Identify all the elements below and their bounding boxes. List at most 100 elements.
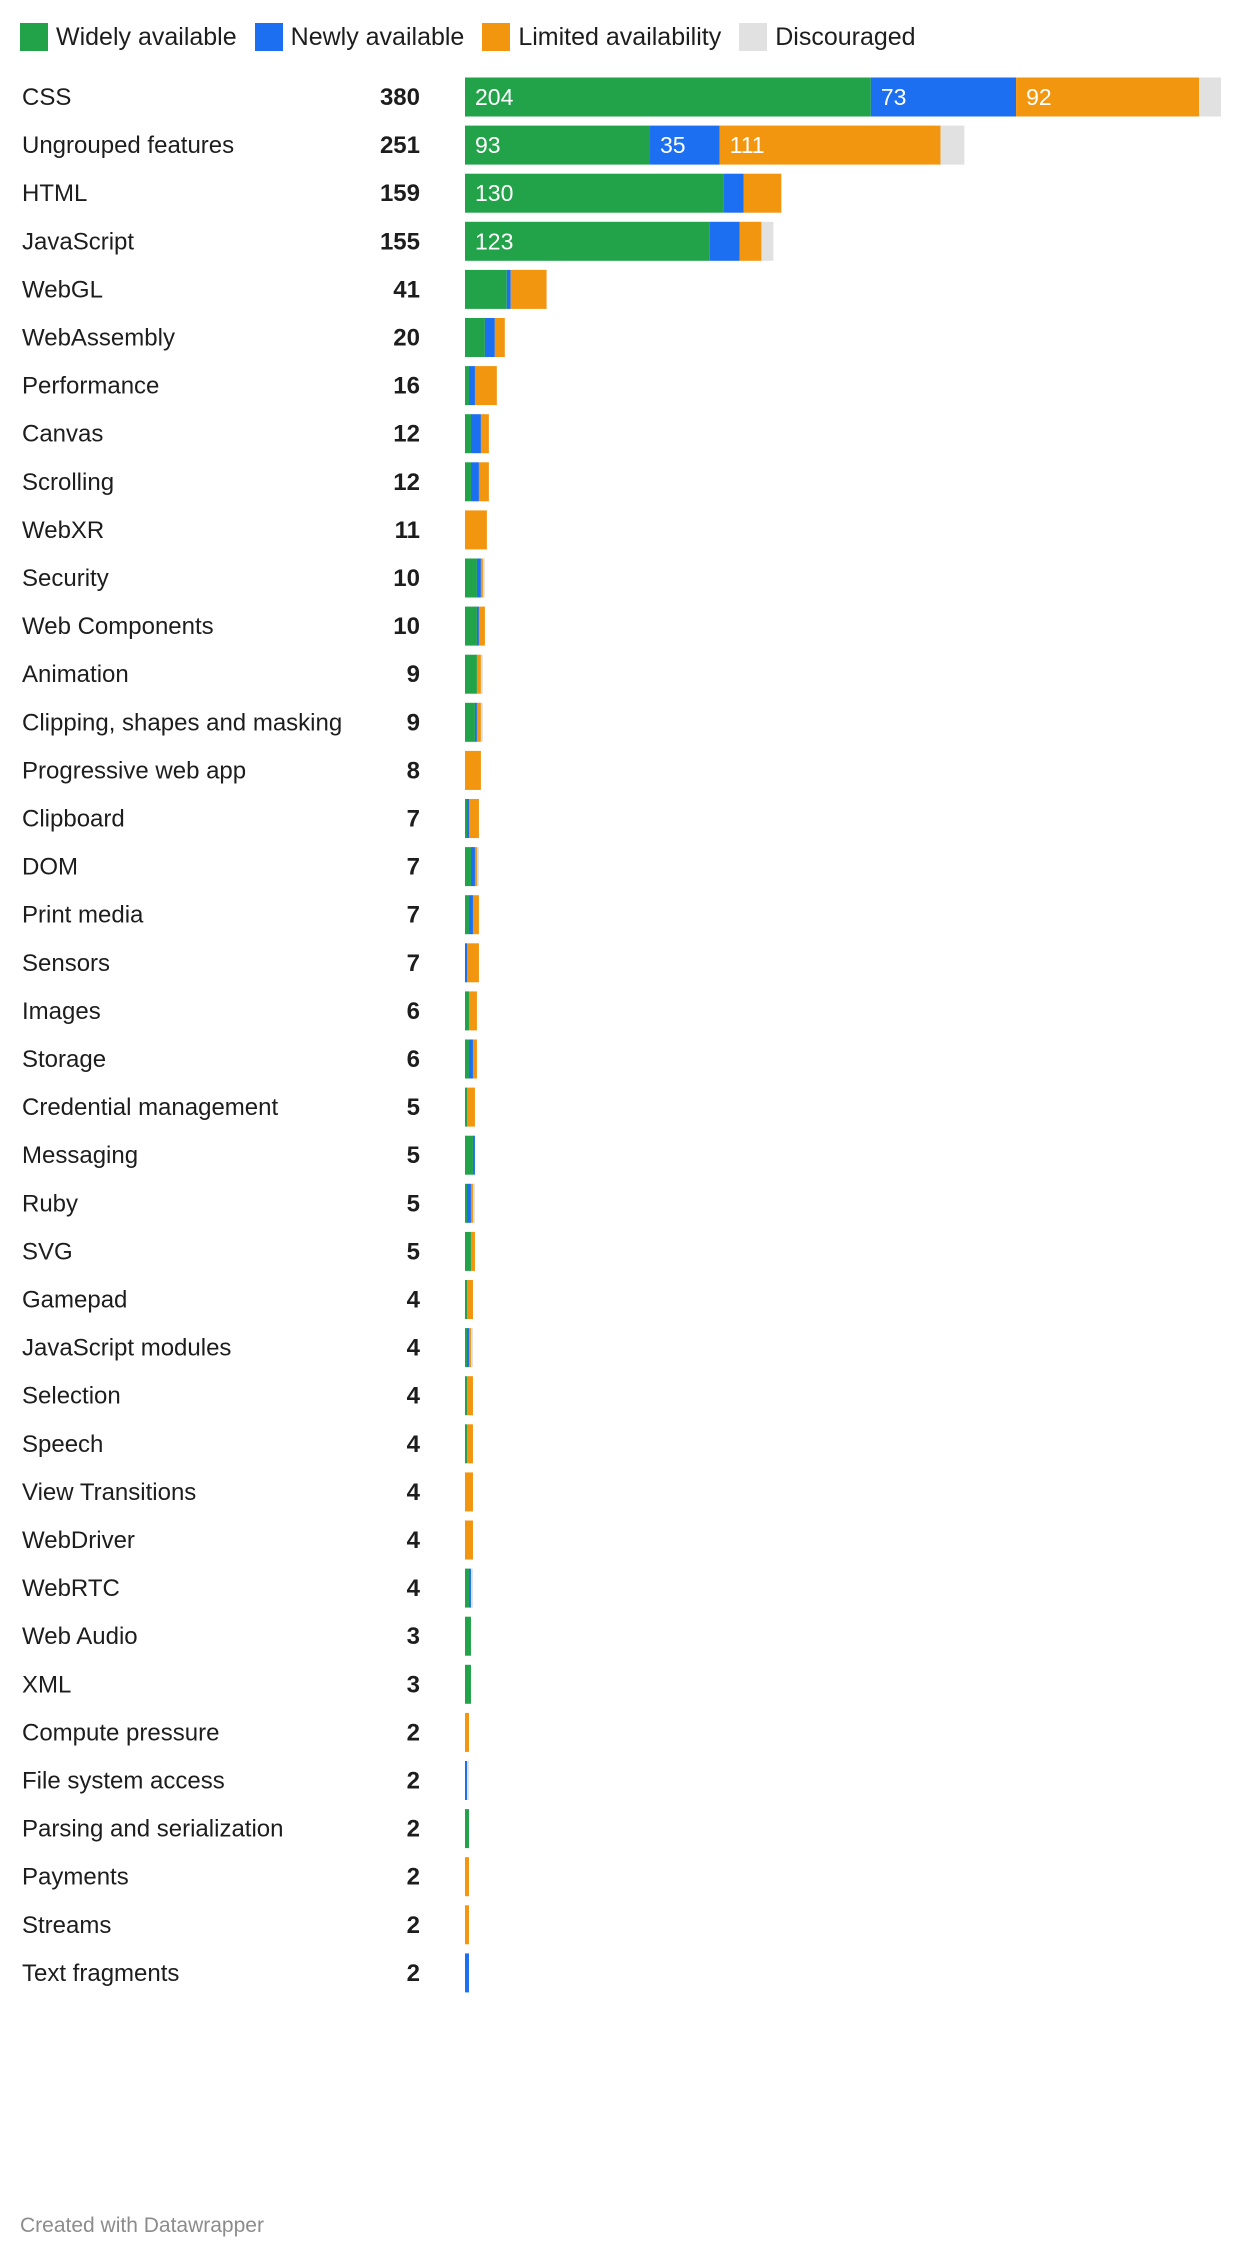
bar-segment-newly[interactable] — [468, 895, 473, 935]
bar-segment-widely[interactable] — [465, 462, 471, 502]
bar-segment-newly[interactable] — [465, 1953, 469, 1993]
bar-segment-newly[interactable] — [484, 318, 495, 357]
bar-segment-limited[interactable] — [466, 1424, 473, 1464]
bar-segment-widely[interactable] — [465, 269, 507, 309]
bar-segment-newly[interactable] — [470, 847, 475, 887]
bar-segment-limited[interactable] — [474, 366, 497, 406]
bar-segment-limited[interactable] — [474, 847, 477, 887]
bar-segment-limited[interactable] — [472, 1039, 477, 1079]
legend-item-widely[interactable]: Widely available — [20, 23, 237, 52]
bar-segment-newly[interactable] — [474, 702, 477, 742]
bar-segment-limited[interactable] — [719, 125, 941, 165]
bar-segment-limited[interactable] — [476, 702, 481, 742]
bar-segment-widely[interactable] — [465, 125, 651, 165]
bar-segment-discouraged[interactable] — [466, 1761, 469, 1800]
bar-segment-newly[interactable] — [476, 558, 481, 598]
bar-segment-widely[interactable] — [465, 173, 724, 213]
bar-segment-limited[interactable] — [465, 510, 487, 550]
bar-segment-limited[interactable] — [739, 221, 762, 261]
bar-segment-widely[interactable] — [465, 606, 477, 646]
bar-segment-widely[interactable] — [465, 221, 710, 261]
legend-item-limited[interactable]: Limited availability — [482, 23, 721, 52]
bar-segment-limited[interactable] — [468, 991, 477, 1031]
bar-segment-widely[interactable] — [465, 1664, 471, 1704]
bar-segment-limited[interactable] — [468, 1328, 471, 1368]
bar-segment-discouraged[interactable] — [470, 1328, 473, 1368]
bar-segment-limited[interactable] — [470, 1183, 473, 1223]
bar-segment-widely[interactable] — [465, 414, 471, 454]
bar-segment-discouraged[interactable] — [480, 702, 483, 742]
bar-segment-limited[interactable] — [465, 1905, 469, 1945]
bar-segment-newly[interactable] — [709, 221, 740, 261]
bar-segment-widely[interactable] — [465, 1280, 467, 1319]
bar-segment-limited[interactable] — [472, 895, 479, 935]
bar-segment-newly[interactable] — [470, 414, 481, 454]
bar-segment-limited[interactable] — [480, 414, 489, 454]
bar-segment-newly[interactable] — [468, 1039, 473, 1079]
bar-segment-widely[interactable] — [465, 702, 475, 742]
bar-segment-newly[interactable] — [466, 1328, 469, 1368]
bar-segment-widely[interactable] — [465, 1376, 467, 1416]
bar-segment-widely[interactable] — [465, 799, 467, 838]
bar-segment-discouraged[interactable] — [482, 558, 485, 598]
bar-segment-widely[interactable] — [465, 558, 477, 598]
bar-segment-widely[interactable] — [465, 1616, 471, 1656]
bar-segment-newly[interactable] — [472, 1135, 475, 1175]
bar-segment-discouraged[interactable] — [476, 847, 479, 887]
bar-segment-limited[interactable] — [478, 462, 489, 502]
bar-segment-limited[interactable] — [480, 558, 483, 598]
bar-segment-discouraged[interactable] — [480, 654, 483, 694]
bar-segment-newly[interactable] — [468, 1568, 471, 1608]
bar-segment-newly[interactable] — [650, 125, 720, 165]
bar-segment-limited[interactable] — [465, 750, 481, 790]
bar-segment-widely[interactable] — [465, 1231, 471, 1271]
bar-segment-newly[interactable] — [465, 943, 467, 983]
legend-item-discouraged[interactable]: Discouraged — [739, 23, 916, 52]
bar-segment-discouraged[interactable] — [470, 1568, 473, 1608]
bar-segment-limited[interactable] — [465, 1520, 473, 1560]
bar-segment-widely[interactable] — [465, 1328, 467, 1368]
bar-segment-newly[interactable] — [468, 366, 475, 406]
bar-segment-limited[interactable] — [510, 269, 547, 309]
bar-segment-limited[interactable] — [465, 1712, 469, 1752]
bar-segment-widely[interactable] — [465, 1183, 467, 1223]
bar-segment-limited[interactable] — [466, 1280, 473, 1319]
bar-segment-widely[interactable] — [465, 654, 477, 694]
bar-segment-widely[interactable] — [465, 847, 471, 887]
bar-segment-widely[interactable] — [465, 1424, 467, 1464]
bar-segment-limited[interactable] — [1016, 77, 1200, 117]
bar-segment-widely[interactable] — [465, 318, 485, 357]
bar-segment-widely[interactable] — [465, 991, 469, 1031]
bar-segment-discouraged[interactable] — [761, 221, 774, 261]
bar-segment-discouraged[interactable] — [472, 1183, 475, 1223]
bar-segment-widely[interactable] — [465, 366, 469, 406]
bar-segment-limited[interactable] — [466, 943, 479, 983]
bar-segment-limited[interactable] — [470, 1231, 475, 1271]
bar-segment-limited[interactable] — [466, 1087, 475, 1127]
bar-segment-widely[interactable] — [465, 1135, 473, 1175]
bar-segment-limited[interactable] — [466, 1376, 473, 1416]
bar-segment-limited[interactable] — [465, 1472, 473, 1512]
bar-segment-newly[interactable] — [506, 269, 511, 309]
bar-segment-limited[interactable] — [468, 799, 479, 838]
bar-segment-widely[interactable] — [465, 1568, 469, 1608]
bar-segment-newly[interactable] — [476, 606, 479, 646]
bar-segment-widely[interactable] — [465, 1039, 469, 1079]
bar-segment-newly[interactable] — [870, 77, 1017, 117]
bar-segment-limited[interactable] — [478, 606, 485, 646]
bar-segment-discouraged[interactable] — [1199, 77, 1221, 117]
bar-segment-newly[interactable] — [466, 1183, 471, 1223]
bar-segment-limited[interactable] — [743, 173, 782, 213]
bar-segment-widely[interactable] — [465, 1809, 469, 1849]
bar-segment-newly[interactable] — [465, 1761, 467, 1800]
bar-segment-newly[interactable] — [723, 173, 744, 213]
bar-segment-limited[interactable] — [476, 654, 481, 694]
bar-segment-widely[interactable] — [465, 895, 469, 935]
bar-segment-widely[interactable] — [465, 77, 871, 117]
bar-segment-limited[interactable] — [494, 318, 505, 357]
bar-segment-limited[interactable] — [465, 1857, 469, 1897]
bar-segment-newly[interactable] — [470, 462, 479, 502]
legend-item-newly[interactable]: Newly available — [254, 23, 464, 52]
bar-segment-widely[interactable] — [465, 1087, 467, 1127]
bar-segment-newly[interactable] — [466, 799, 469, 838]
